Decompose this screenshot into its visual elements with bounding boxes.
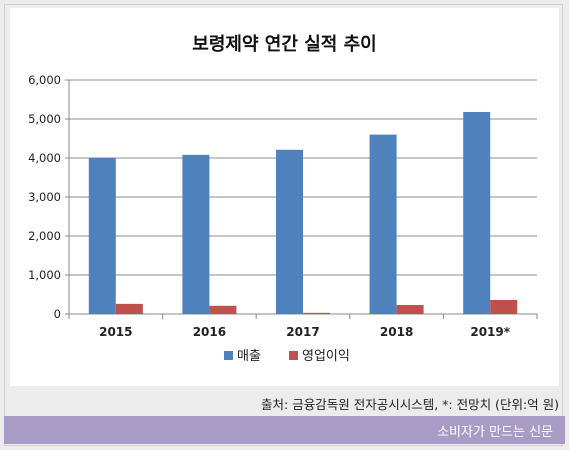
x-tick-label: 2019* [470, 325, 510, 339]
bar-chart: 0 1,000 2,000 3,000 4,000 5,000 6,000 2015 2016 2… [28, 73, 538, 364]
brand-bar: 소비자가 만드는 신문 [4, 416, 565, 444]
chart-title: 보령제약 연간 실적 추이 [192, 34, 377, 55]
y-tick-label: 3,000 [28, 190, 61, 204]
y-tick-label: 1,000 [28, 268, 61, 282]
bar-sales [276, 149, 303, 314]
legend-swatch [224, 351, 233, 360]
y-tick-label: 2,000 [28, 229, 61, 243]
chart-panel: 보령제약 연간 실적 추이 0 1,000 2,000 3,000 4,000 5,000… [10, 8, 559, 386]
bar-operating-profit [115, 303, 143, 314]
bar-sales [88, 158, 116, 314]
y-tick-label: 4,000 [28, 151, 61, 165]
x-tick-label: 2017 [286, 325, 319, 339]
legend-label: 영업이익 [302, 349, 350, 364]
y-tick-label: 0 [54, 307, 61, 321]
source-note: 출처: 금융감독원 전자공시시스템, *: 전망치 (단위:억 원) [261, 397, 559, 412]
bar-sales [182, 154, 210, 314]
legend-label: 매출 [237, 349, 261, 364]
x-tick-label: 2016 [193, 325, 226, 339]
y-tick-label: 6,000 [28, 73, 61, 87]
legend-swatch [289, 351, 298, 360]
bar-sales [463, 111, 491, 314]
y-tick-label: 5,000 [28, 112, 61, 126]
brand-label: 소비자가 만드는 신문 [437, 425, 553, 440]
x-tick-label: 2018 [380, 325, 413, 339]
bar-operating-profit [396, 305, 424, 314]
bar-sales [369, 134, 397, 314]
bar-operating-profit [209, 305, 237, 314]
bar-operating-profit [490, 299, 518, 314]
bar-operating-profit [303, 312, 330, 314]
x-tick-label: 2015 [99, 325, 132, 339]
